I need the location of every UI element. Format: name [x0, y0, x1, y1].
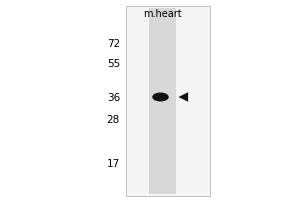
Ellipse shape — [152, 92, 169, 102]
Bar — [148, 8, 176, 194]
Text: 55: 55 — [107, 59, 120, 69]
Text: m.heart: m.heart — [143, 9, 181, 19]
Polygon shape — [178, 92, 188, 102]
Text: 36: 36 — [107, 93, 120, 103]
Text: 17: 17 — [107, 159, 120, 169]
Text: 28: 28 — [107, 115, 120, 125]
Text: 72: 72 — [107, 39, 120, 49]
Bar — [126, 6, 210, 196]
